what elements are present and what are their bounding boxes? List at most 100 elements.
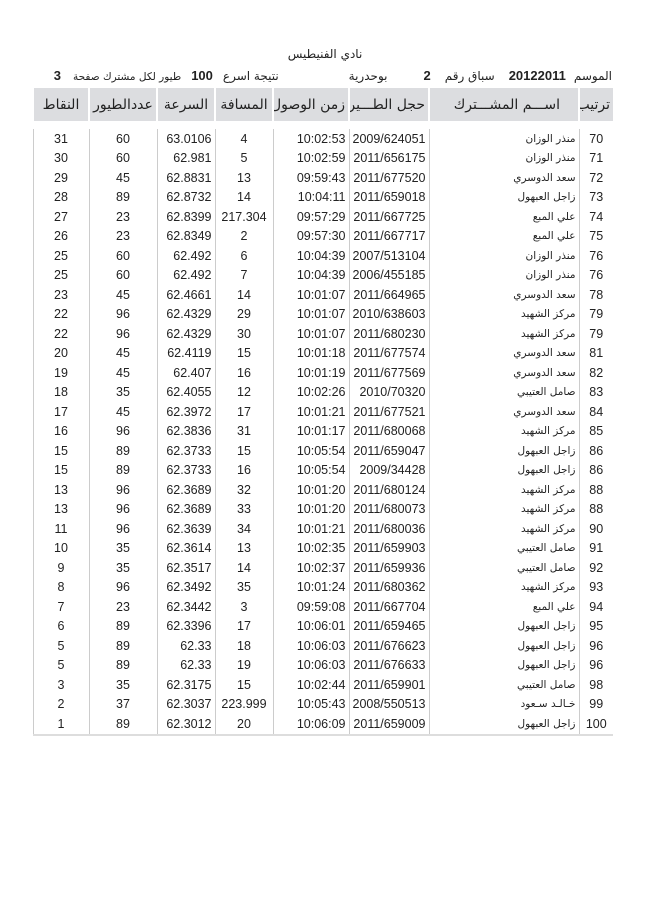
arrival-time-cell: 10:02:35 [272, 538, 349, 558]
bird-count-cell: 89 [88, 636, 157, 656]
table-row: 82 سعد الدوسري 2011/677569 10:01:19 16 62.407… [32, 363, 613, 383]
speed-cell: 62.4661 [156, 285, 215, 305]
ring-number-cell: 2011/667717 [348, 226, 429, 246]
table-row: 99 خـالـد سـعود 2008/550513 10:05:43 223.999… [32, 694, 613, 714]
distance-cell: 15 [214, 343, 273, 363]
points-cell: 16 [32, 421, 89, 441]
header-speed: السرعة [156, 88, 215, 129]
ring-number-cell: 2011/680036 [348, 519, 429, 539]
ring-number-cell: 2011/677574 [348, 343, 429, 363]
speed-cell: 62.3733 [156, 460, 215, 480]
fastest-label: نتيجة اسرع [222, 69, 279, 83]
table-row: 74 علي المبع 2011/667725 09:57:29 217.304 62.… [32, 207, 613, 227]
table-row: 75 علي المبع 2011/667717 09:57:30 2 62.8349 23… [32, 226, 613, 246]
arrival-time-cell: 09:57:30 [272, 226, 349, 246]
points-cell: 29 [32, 168, 89, 188]
table-row: 96 زاجل العبهول 2011/676623 10:06:03 18 62.33… [32, 636, 613, 656]
table-row: 93 مركز الشهيد 2011/680362 10:01:24 35 62.349… [32, 577, 613, 597]
bird-count-cell: 96 [88, 577, 157, 597]
points-cell: 2 [32, 694, 89, 714]
points-cell: 5 [32, 636, 89, 656]
arrival-time-cell: 10:04:11 [272, 187, 349, 207]
table-row: 96 زاجل العبهول 2011/676633 10:06:03 19 62.33… [32, 655, 613, 675]
table-row: 76 منذر الوزان 2006/455185 10:04:39 7 62.492 6… [32, 265, 613, 285]
ring-number-cell: 2011/659936 [348, 558, 429, 578]
header-points: النقاط [32, 88, 89, 129]
rank-cell: 73 [578, 187, 613, 207]
speed-cell: 62.3639 [156, 519, 215, 539]
member-name-cell: مركز الشهيد [428, 304, 579, 324]
ring-number-cell: 2010/70320 [348, 382, 429, 402]
member-name-cell: سعد الدوسري [428, 363, 579, 383]
member-name-cell: مركز الشهيد [428, 577, 579, 597]
table-row: 90 مركز الشهيد 2011/680036 10:01:21 34 62.363… [32, 519, 613, 539]
member-name-cell: علي المبع [428, 226, 579, 246]
distance-cell: 12 [214, 382, 273, 402]
table-row: 88 مركز الشهيد 2011/680124 10:01:20 32 62.368… [32, 480, 613, 500]
points-cell: 8 [32, 577, 89, 597]
rank-cell: 76 [578, 246, 613, 266]
header-member-name: اســـم المشـــترك [428, 88, 579, 129]
points-cell: 20 [32, 343, 89, 363]
arrival-time-cell: 09:59:08 [272, 597, 349, 617]
points-cell: 13 [32, 499, 89, 519]
header-ring-number: حجل الطـــير [348, 88, 429, 129]
distance-cell: 13 [214, 538, 273, 558]
ring-number-cell: 2009/624051 [348, 125, 429, 149]
distance-cell: 7 [214, 265, 273, 285]
rank-cell: 88 [578, 499, 613, 519]
speed-cell: 62.3517 [156, 558, 215, 578]
speed-cell: 62.981 [156, 148, 215, 168]
club-title: نادي الفنيطيس [287, 47, 363, 61]
rank-cell: 79 [578, 304, 613, 324]
arrival-time-cell: 10:05:54 [272, 441, 349, 461]
bird-count-cell: 35 [88, 675, 157, 695]
arrival-time-cell: 10:01:24 [272, 577, 349, 597]
bird-count-cell: 35 [88, 558, 157, 578]
bird-count-cell: 60 [88, 125, 157, 149]
speed-cell: 62.3492 [156, 577, 215, 597]
header-bird-count: عددالطيور [88, 88, 157, 129]
ring-number-cell: 2011/680068 [348, 421, 429, 441]
table-row: 100 زاجل العبهول 2011/659009 10:06:09 20 62.3… [32, 714, 613, 736]
ring-number-cell: 2011/680362 [348, 577, 429, 597]
bird-count-cell: 89 [88, 441, 157, 461]
bird-count-cell: 96 [88, 480, 157, 500]
ring-number-cell: 2011/659903 [348, 538, 429, 558]
member-name-cell: مركز الشهيد [428, 480, 579, 500]
header-row: ترتيب اســـم المشـــترك حجل الطـــير زمن… [32, 88, 613, 129]
speed-cell: 62.3012 [156, 714, 215, 736]
distance-cell: 2 [214, 226, 273, 246]
rank-cell: 76 [578, 265, 613, 285]
member-name-cell: علي المبع [428, 207, 579, 227]
rank-cell: 78 [578, 285, 613, 305]
bird-count-cell: 37 [88, 694, 157, 714]
arrival-time-cell: 10:01:17 [272, 421, 349, 441]
distance-cell: 19 [214, 655, 273, 675]
table-row: 78 سعد الدوسري 2011/664965 10:01:07 14 62.466… [32, 285, 613, 305]
distance-cell: 20 [214, 714, 273, 736]
rank-cell: 98 [578, 675, 613, 695]
speed-cell: 62.3442 [156, 597, 215, 617]
distance-cell: 29 [214, 304, 273, 324]
distance-cell: 15 [214, 441, 273, 461]
distance-cell: 30 [214, 324, 273, 344]
points-cell: 28 [32, 187, 89, 207]
member-name-cell: منذر الوزان [428, 265, 579, 285]
member-name-cell: زاجل العبهول [428, 616, 579, 636]
distance-cell: 14 [214, 285, 273, 305]
speed-cell: 62.8831 [156, 168, 215, 188]
distance-cell: 33 [214, 499, 273, 519]
arrival-time-cell: 10:01:07 [272, 324, 349, 344]
table-row: 95 زاجل العبهول 2011/659465 10:06:01 17 62.33… [32, 616, 613, 636]
arrival-time-cell: 10:04:39 [272, 246, 349, 266]
points-cell: 19 [32, 363, 89, 383]
arrival-time-cell: 10:02:37 [272, 558, 349, 578]
points-cell: 25 [32, 246, 89, 266]
distance-cell: 18 [214, 636, 273, 656]
member-name-cell: مركز الشهيد [428, 499, 579, 519]
member-name-cell: صامل العتيبي [428, 538, 579, 558]
bird-count-cell: 96 [88, 324, 157, 344]
distance-cell: 16 [214, 363, 273, 383]
table-row: 85 مركز الشهيد 2011/680068 10:01:17 31 62.383… [32, 421, 613, 441]
